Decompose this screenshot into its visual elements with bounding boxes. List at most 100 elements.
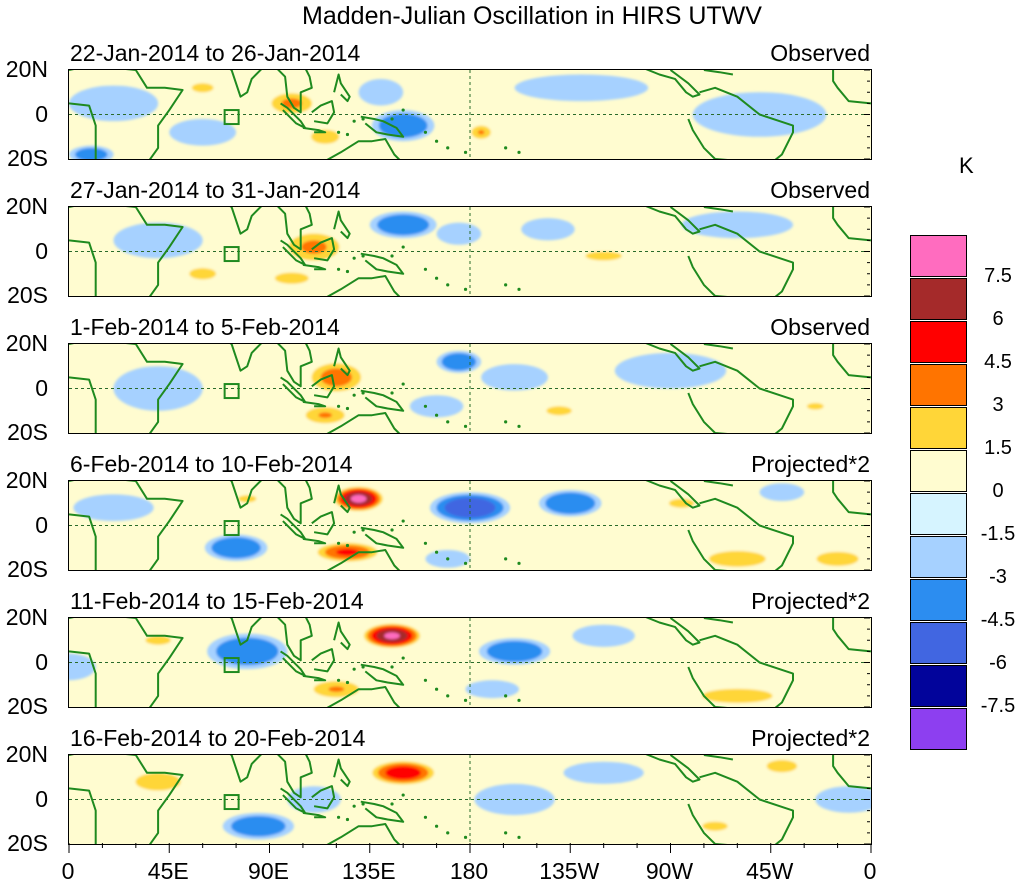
island-marker	[352, 804, 356, 808]
island-marker	[434, 550, 439, 554]
colorbar	[910, 235, 968, 751]
new-guinea-outline	[360, 663, 405, 686]
panel-kind-label: Projected*2	[751, 725, 870, 751]
island-marker	[517, 698, 521, 702]
positive-anomaly-contour	[145, 635, 171, 645]
india-outline	[229, 755, 262, 783]
y-tick-label: 20N	[5, 741, 48, 767]
central-america-outline	[645, 70, 701, 98]
india-outline	[229, 344, 262, 372]
australia-outline	[326, 686, 401, 707]
west-africa-coast-outline	[832, 481, 871, 516]
india-outline	[229, 618, 262, 646]
positive-anomaly-contour	[318, 412, 332, 418]
colorbar-tick-label: 1.5	[984, 437, 1012, 459]
negative-anomaly-contour	[211, 537, 261, 559]
island-marker	[463, 424, 468, 428]
island-marker	[336, 267, 341, 271]
west-africa-coast-outline	[832, 344, 871, 379]
negative-anomaly-contour	[73, 494, 154, 521]
positive-anomaly-contour	[702, 688, 773, 703]
y-tick-label: 20N	[5, 193, 48, 219]
island-marker	[361, 802, 365, 806]
sumatra-outline	[280, 102, 307, 129]
south-america-outline	[687, 223, 794, 296]
island-marker	[390, 254, 394, 258]
australia-outline	[326, 275, 401, 296]
negative-anomaly-contour	[358, 78, 404, 106]
colorbar-tick-label: -6	[989, 652, 1007, 674]
negative-anomaly-contour	[759, 483, 805, 502]
colorbar-swatch	[910, 235, 967, 277]
colorbar-tick-label: -7.5	[980, 695, 1016, 717]
caribbean-outline	[703, 207, 734, 213]
borneo-outline	[311, 237, 336, 262]
x-tick-label: 90E	[248, 858, 289, 884]
philippines-outline	[333, 347, 351, 377]
colorbar-swatch	[910, 407, 967, 449]
central-america-outline	[645, 755, 701, 783]
negative-anomaly-contour	[572, 624, 635, 647]
island-marker	[345, 817, 350, 822]
negative-anomaly-contour	[545, 492, 596, 514]
australia-outline	[326, 823, 401, 844]
x-axis-ticks	[68, 843, 872, 853]
island-marker	[423, 130, 428, 134]
new-guinea-outline	[360, 252, 405, 275]
reference-box-marker	[223, 657, 240, 674]
negative-anomaly-contour	[486, 640, 543, 662]
negative-anomaly-contour	[113, 366, 203, 411]
colorbar-swatch	[910, 364, 967, 406]
colorbar-unit-label: K	[959, 153, 974, 178]
new-guinea-outline	[360, 800, 405, 823]
colorbar-swatch	[910, 708, 967, 750]
java-outline	[302, 674, 327, 682]
y-tick-label: 20S	[7, 145, 48, 171]
indochina-outline	[277, 207, 313, 251]
new-guinea-outline	[360, 526, 405, 549]
new-guinea-outline	[360, 389, 405, 412]
negative-anomaly-contour	[409, 395, 464, 418]
map-panel	[68, 69, 872, 160]
colorbar-tick-label: -3	[989, 566, 1007, 588]
island-marker	[446, 283, 450, 287]
panel-kind-label: Observed	[770, 314, 870, 340]
island-marker	[336, 815, 341, 819]
island-marker	[361, 117, 365, 121]
negative-anomaly-contour	[436, 222, 482, 245]
positive-anomaly-contour	[585, 251, 622, 261]
negative-anomaly-contour	[75, 148, 108, 159]
sumatra-outline	[280, 513, 307, 540]
positive-anomaly-contour	[384, 632, 400, 640]
island-marker	[352, 256, 356, 260]
africa-outline	[69, 618, 184, 707]
indochina-outline	[277, 755, 313, 799]
island-marker	[517, 424, 521, 428]
africa-outline	[69, 70, 184, 159]
positive-anomaly-contour	[546, 406, 572, 416]
panel-right-ticks	[864, 69, 870, 160]
sumatra-outline	[280, 650, 307, 677]
island-marker	[390, 802, 394, 806]
colorbar-swatch	[910, 450, 967, 492]
positive-anomaly-contour	[702, 821, 728, 831]
philippines-outline	[333, 73, 351, 103]
island-marker	[390, 528, 394, 532]
java-outline	[302, 400, 327, 408]
island-marker	[401, 519, 405, 523]
positive-anomaly-contour	[766, 760, 798, 773]
sumatra-outline	[280, 376, 307, 403]
colorbar-swatch	[910, 536, 967, 578]
panel-kind-label: Observed	[770, 177, 870, 203]
island-marker	[517, 287, 521, 291]
island-marker	[401, 108, 405, 112]
positive-anomaly-contour	[336, 548, 359, 556]
y-tick-label: 20N	[5, 467, 48, 493]
island-marker	[504, 831, 508, 835]
y-tick-label: 0	[35, 785, 48, 812]
island-marker	[504, 557, 508, 561]
africa-outline	[69, 344, 184, 433]
caribbean-outline	[703, 344, 734, 350]
south-america-outline	[687, 634, 794, 707]
island-marker	[345, 132, 350, 137]
